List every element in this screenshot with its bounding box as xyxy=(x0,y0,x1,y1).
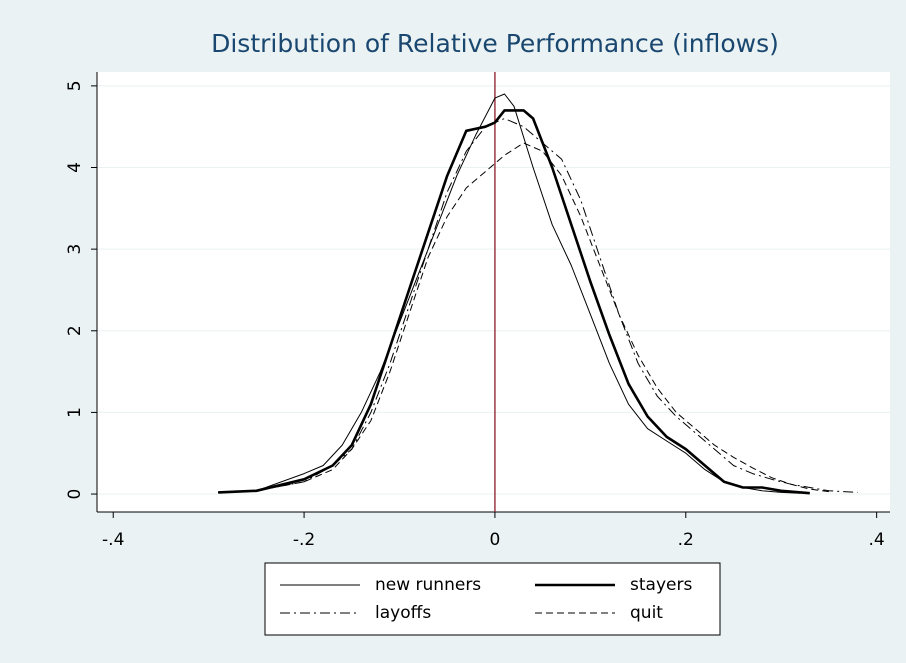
x-tick-label: .2 xyxy=(678,530,694,550)
plot-area xyxy=(97,72,890,512)
density-line xyxy=(218,118,858,493)
y-tick-label: 1 xyxy=(65,407,85,418)
density-line xyxy=(218,93,801,494)
y-tick-label: 5 xyxy=(65,80,85,91)
y-tick-label: 4 xyxy=(65,162,85,173)
y-tick-label: 3 xyxy=(65,244,85,255)
x-tick-label: 0 xyxy=(490,530,501,550)
legend-label: quit xyxy=(630,603,663,623)
y-tick-label: 0 xyxy=(65,489,85,500)
x-tick-label: -.4 xyxy=(102,530,124,550)
density-line xyxy=(218,142,829,493)
density-line xyxy=(218,109,810,495)
chart-title: Distribution of Relative Performance (in… xyxy=(211,29,779,58)
legend-label: stayers xyxy=(630,575,692,595)
x-tick-label: .4 xyxy=(869,530,885,550)
legend-box xyxy=(264,562,721,636)
y-tick-label: 2 xyxy=(65,325,85,336)
legend-label: layoffs xyxy=(375,603,431,623)
x-tick-label: -.2 xyxy=(293,530,315,550)
legend-label: new runners xyxy=(375,575,481,595)
